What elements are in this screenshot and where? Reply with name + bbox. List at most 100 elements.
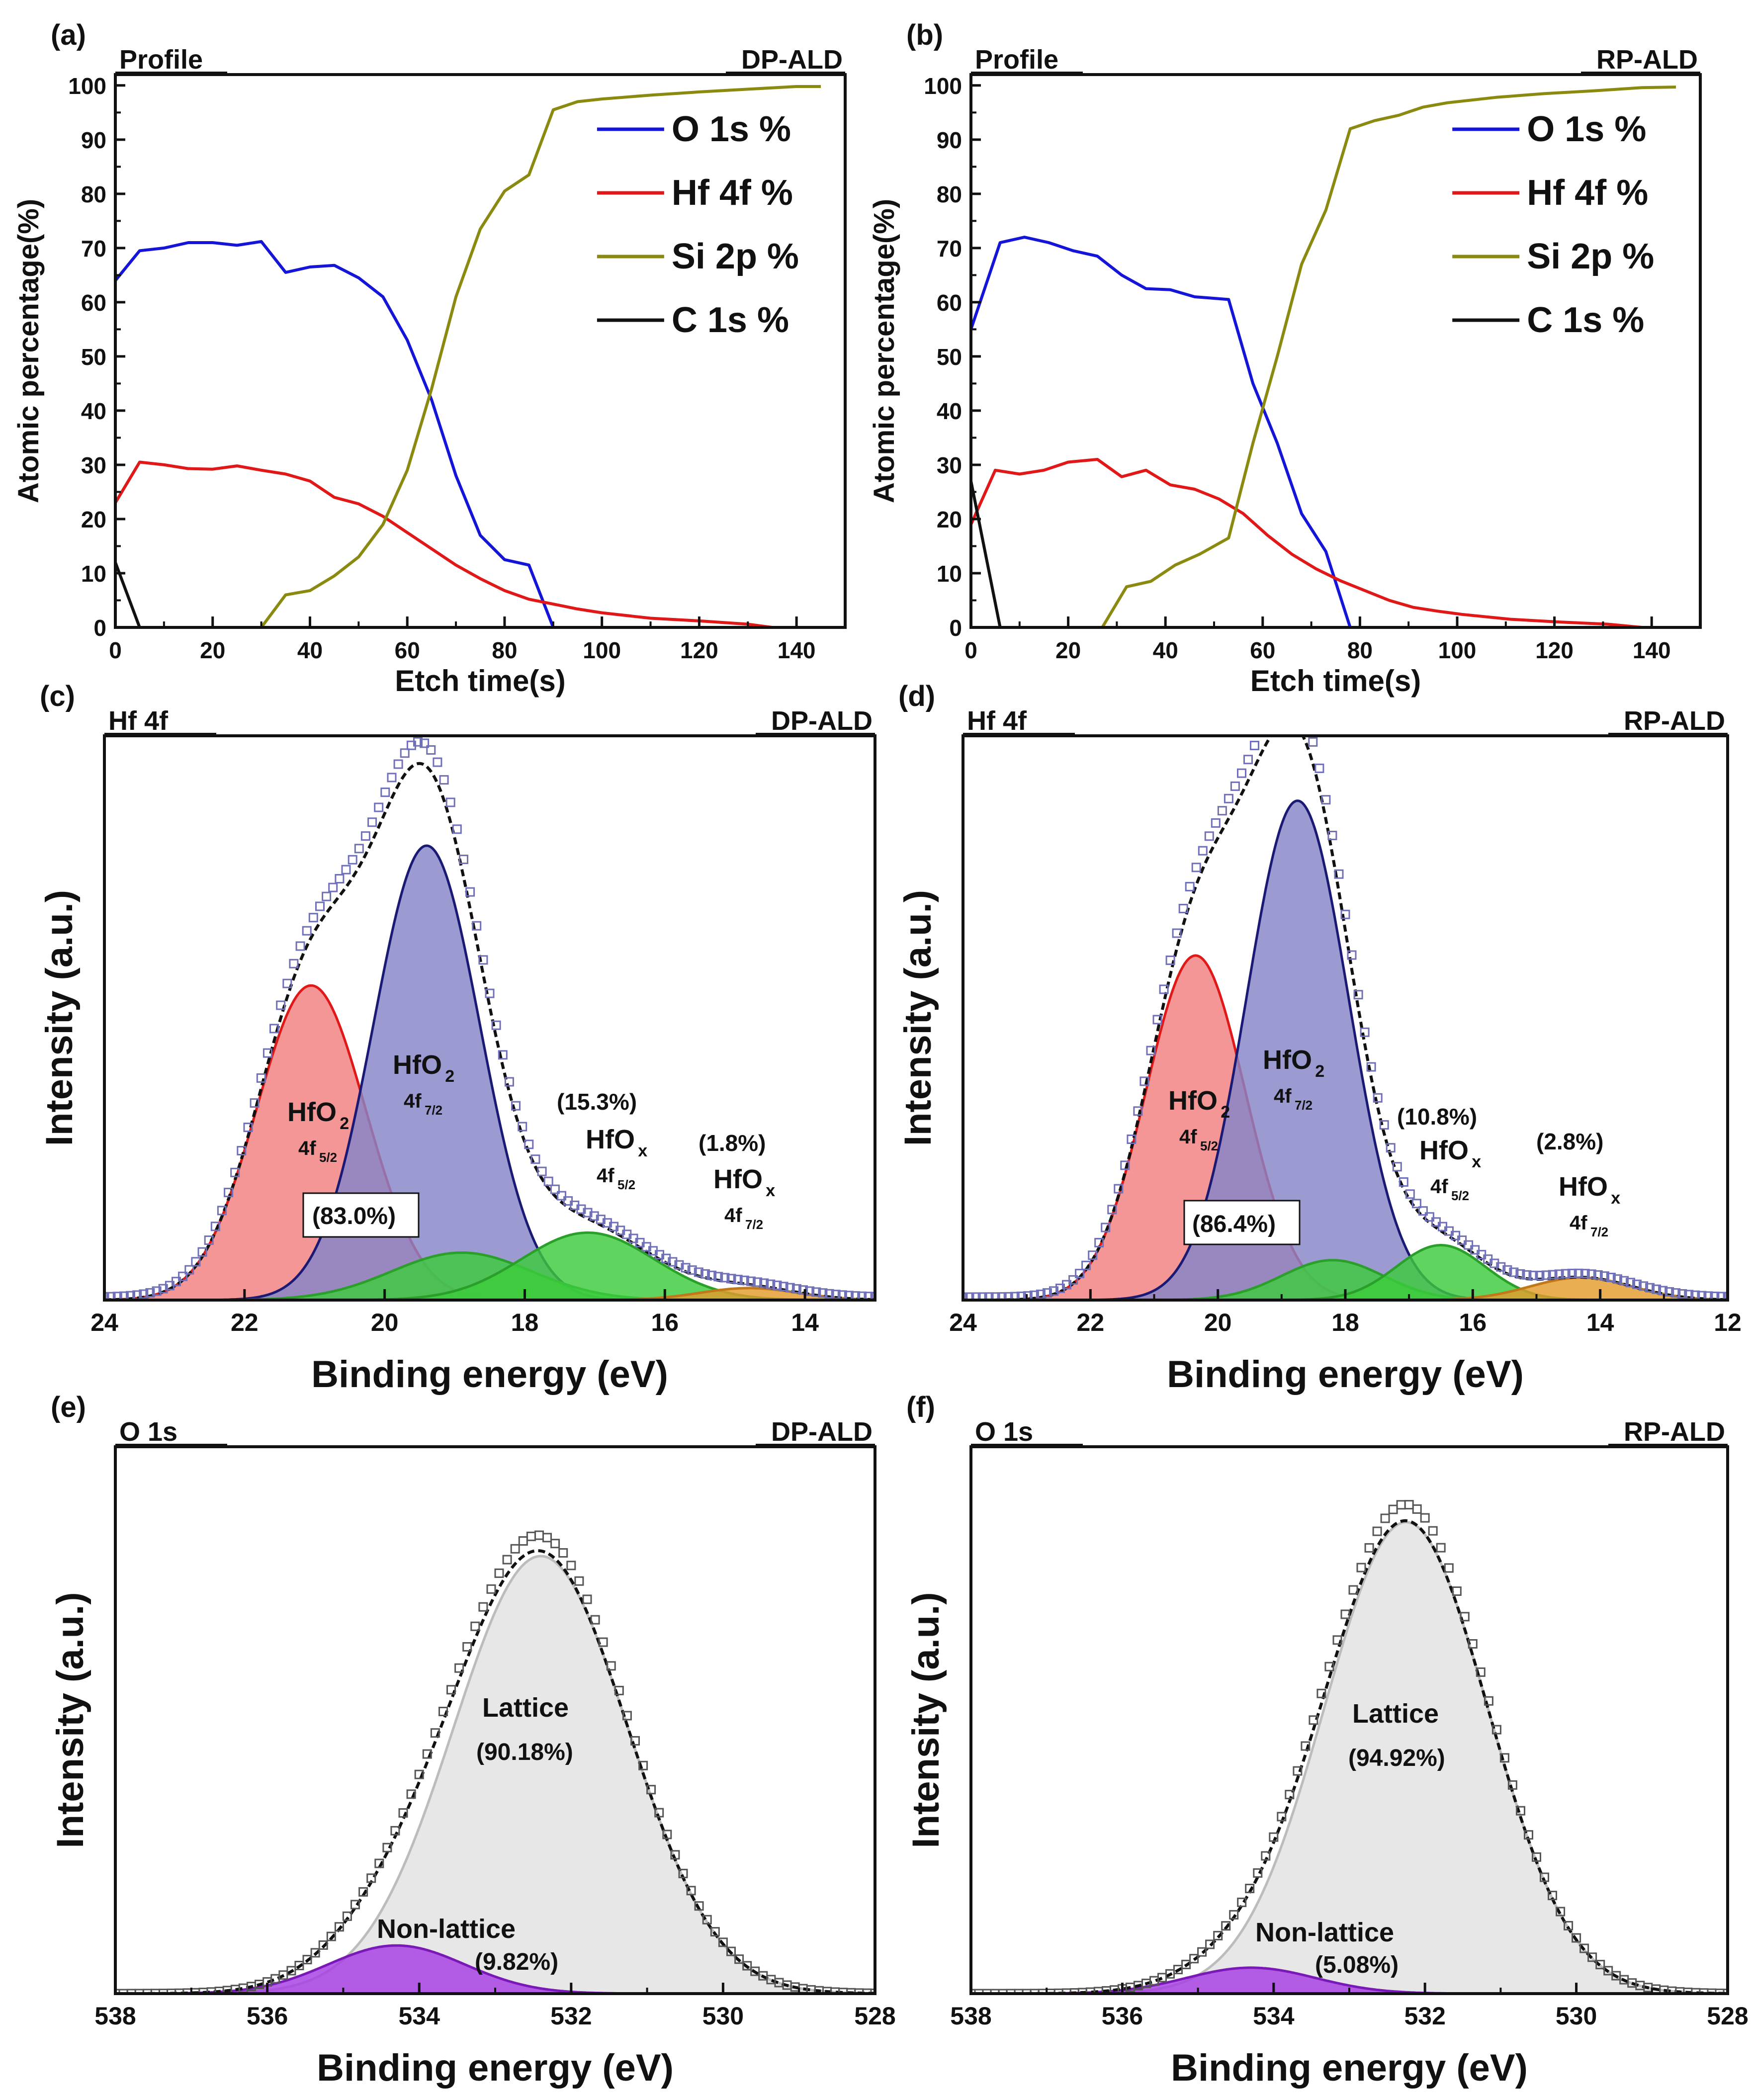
y-tick-label: 70 [81,236,106,262]
data-point-marker [1444,1563,1454,1573]
data-point-marker [518,1122,527,1132]
data-point-marker [439,775,449,785]
annotation-orbital-subscript: 7/2 [1590,1225,1608,1239]
data-point-marker [1476,1667,1486,1677]
data-point-marker [1062,1280,1071,1290]
data-point-marker [1405,1189,1415,1199]
data-point-marker [1420,1513,1430,1523]
data-point-marker [491,1020,501,1030]
panel-b: (b) Profile RP-ALD O 1s % Hf 4f % Si 2p % C 1s… [868,19,1702,698]
annotation-label: HfO [1419,1136,1469,1165]
data-point-marker [243,1123,253,1133]
data-point-marker [326,1931,336,1941]
x-tick-label: 534 [398,2002,440,2030]
data-point-marker [1217,806,1227,816]
data-point-marker [1181,1959,1191,1969]
x-tick-label: 100 [1438,637,1477,663]
data-point-marker [726,1946,736,1956]
x-tick-label: 534 [1253,2002,1295,2030]
data-point-marker [350,1900,360,1910]
data-point-marker [335,874,345,883]
data-point-marker [106,1292,116,1300]
data-point-marker [1586,1269,1596,1279]
data-point-marker [742,1961,752,1971]
y-tick-label: 0 [93,615,106,641]
data-point-marker [446,1685,456,1695]
data-point-marker [1603,1966,1613,1976]
x-tick-label: 22 [231,1309,259,1336]
x-tick-label: 538 [94,2002,136,2030]
data-point-marker [870,1292,875,1300]
annotation-subscript: 2 [1315,1062,1324,1081]
data-point-marker [726,1274,736,1284]
annotation-label: HfO [713,1164,763,1194]
x-tick-label: 40 [1153,637,1178,663]
data-point-marker [1321,795,1331,805]
data-point-marker [118,1989,128,1994]
data-point-marker [713,1272,723,1282]
data-point-marker [1348,1585,1358,1595]
data-point-marker [511,1101,521,1111]
x-tick-label: 18 [511,1309,539,1336]
data-point-marker [1173,1965,1183,1975]
data-point-marker [1332,1635,1342,1645]
data-point-marker [1152,1015,1162,1025]
y-tick-label: 20 [81,507,106,532]
data-point-marker [485,988,495,998]
y-tick-label: 60 [81,290,106,316]
data-point-marker [1516,1806,1525,1816]
data-point-marker [1075,1269,1085,1279]
legend-label: Si 2p % [672,237,799,276]
data-point-marker [1036,1289,1046,1299]
plot-area [115,85,821,627]
plot-area [971,86,1676,627]
data-point-marker [824,1289,834,1299]
data-point-marker [366,1873,376,1883]
data-point-marker [1264,715,1272,723]
data-point-marker [646,1785,656,1795]
corner-label-left: Profile [975,45,1058,75]
corner-label-left: Hf 4f [967,706,1027,736]
data-point-marker [459,855,468,865]
data-point-marker [558,1548,568,1558]
data-point-marker [614,1685,624,1695]
data-point-marker [1723,1292,1728,1300]
data-point-marker [1392,1162,1402,1172]
data-point-marker [1396,1500,1406,1510]
data-point-marker [772,1280,782,1290]
data-point-marker [462,1642,472,1652]
data-point-marker [1632,1279,1642,1289]
x-tick-label: 528 [1707,2002,1748,2030]
x-tick-label: 20 [1055,637,1081,663]
data-point-marker [759,1278,769,1288]
data-point-marker [1452,1586,1462,1596]
data-point-marker [1599,1271,1609,1281]
data-point-marker [1213,1930,1223,1940]
data-point-marker [1293,1766,1303,1776]
x-tick-label: 14 [791,1309,819,1336]
annotation-label: (9.82%) [475,1949,558,1975]
y-tick-label: 90 [937,127,962,153]
data-point-marker [328,882,338,892]
data-point-marker [1230,781,1240,791]
data-point-marker [1316,1688,1326,1698]
data-point-marker [1360,1027,1370,1037]
data-point-marker [1334,869,1344,879]
data-point-marker [322,891,332,901]
data-point-marker [1524,1830,1533,1840]
x-axis-label: Etch time(s) [1250,664,1421,698]
x-axis-label: Binding energy (eV) [317,2047,674,2089]
data-point-marker [1373,1093,1383,1103]
x-tick-label: 20 [200,637,225,663]
data-point-marker [990,1292,1000,1300]
panel-e: (e) O 1s DP-ALD 538 536 534 532 530 528 Binding e… [49,1391,896,2089]
data-point-marker [1277,697,1285,705]
data-point-marker [1088,1250,1098,1260]
data-point-marker [857,1291,867,1300]
corner-label-right: RP-ALD [1596,45,1698,75]
data-point-marker [557,1191,566,1201]
data-point-marker [582,1594,592,1604]
data-point-marker [204,1235,214,1245]
data-point-marker [1658,1286,1668,1296]
data-point-marker [998,1989,1008,1994]
